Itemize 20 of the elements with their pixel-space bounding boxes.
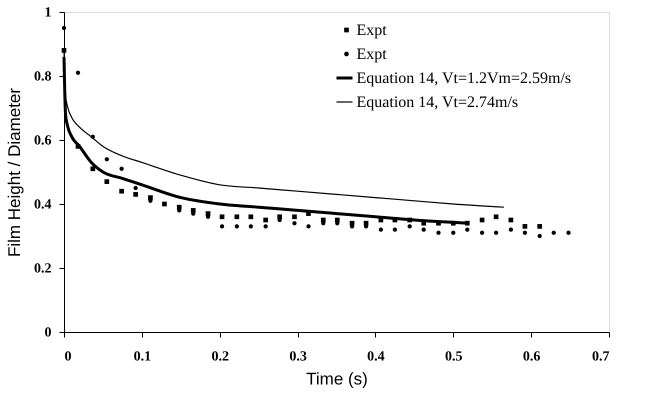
x-tick-label: 0.6 <box>522 350 540 364</box>
x-tick-label: 0.4 <box>367 350 385 364</box>
x-axis-title: Time (s) <box>306 370 368 388</box>
y-axis-title: Film Height / Diameter <box>5 88 24 258</box>
legend-label: Expt <box>356 46 388 63</box>
x-tick-label: 0.3 <box>289 350 307 364</box>
y-tick-label: 0.6 <box>34 134 52 148</box>
legend-label: Equation 14, Vt=2.74m/s <box>356 94 518 111</box>
y-tick-label: 0 <box>44 326 52 340</box>
legend-label: Equation 14, Vt=1.2Vm=2.59m/s <box>356 70 572 87</box>
y-tick-label: 0.8 <box>34 70 52 84</box>
x-tick-label: 0.7 <box>592 350 610 364</box>
x-tick-label: 0.2 <box>211 350 229 364</box>
legend-label: Expt <box>356 22 388 39</box>
x-tick-label: 0.5 <box>445 350 463 364</box>
y-tick-label: 1 <box>44 6 52 20</box>
x-tick-label: 0 <box>64 350 72 364</box>
y-tick-label: 0.2 <box>34 262 52 276</box>
x-tick-label: 0.1 <box>134 350 152 364</box>
y-tick-label: 0.4 <box>34 198 52 212</box>
